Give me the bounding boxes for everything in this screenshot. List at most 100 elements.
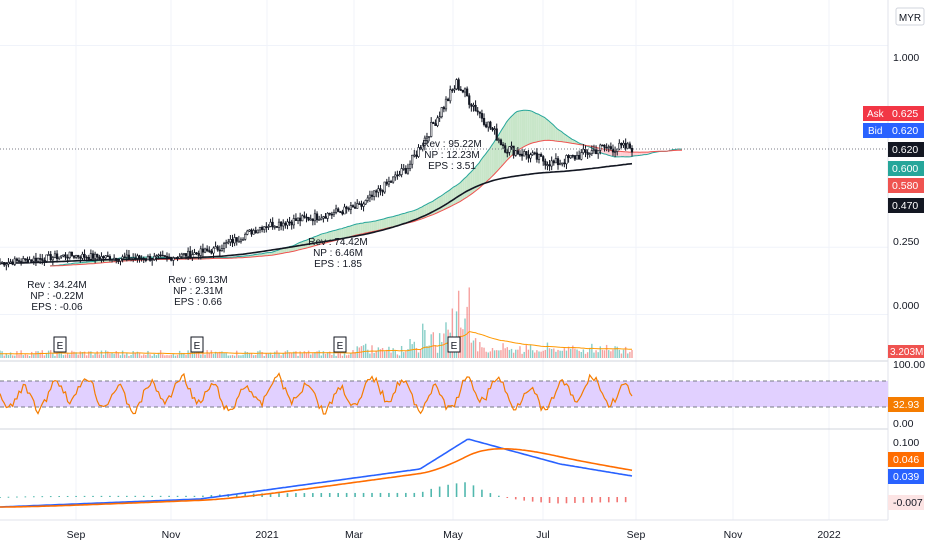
candle-body [122,257,124,259]
candle-body [530,155,532,158]
candle-body [128,255,130,259]
volume-bar [162,354,163,358]
candle-body [115,258,117,261]
volume-bar [238,355,239,358]
candle-body [249,230,251,231]
cloud-segment [354,224,356,236]
cloud-segment [519,111,521,150]
candle-body [545,161,547,165]
candle-body [151,260,153,261]
candle-body [616,149,618,151]
candle-body [452,90,454,91]
cloud-segment [625,152,627,157]
candle-body [14,259,16,264]
candle-body [154,256,156,259]
candle-body [361,204,363,207]
candle-body [498,140,500,141]
volume-bar [71,351,72,358]
candle-body [187,251,189,256]
candle-body [509,147,511,153]
cloud-segment [538,114,540,141]
volume-bar [530,345,531,358]
macd-hist-bar [143,496,145,497]
cloud-segment [492,142,494,176]
candle-body [177,257,179,258]
volume-bar [602,350,603,358]
candle-body [111,260,113,261]
macd-hist-bar [168,496,170,497]
price-axis[interactable]: MYR 1.000 0.250 0.000 Ask 0.625 Bid 0.62… [863,8,924,358]
candle-body [443,107,445,108]
volume-bar [483,348,484,358]
candle-body [244,234,246,239]
candle-body [147,256,149,259]
candle-body [18,261,20,262]
volume-bar [18,355,19,358]
candle-body [162,255,164,256]
cloud-segment [481,157,483,187]
candle-body [189,251,191,257]
candle-body [460,89,462,90]
candle-body [413,155,415,156]
candle-body [29,260,31,263]
candle-body [304,216,306,217]
volume-bar [111,353,112,358]
rsi-axis[interactable]: 100.00 0.00 32.93 [888,359,925,430]
volume-bar [498,350,499,358]
volume-bar [171,355,172,358]
cloud-segment [392,216,394,227]
macd-hist-bar [371,493,373,497]
volume-bar [597,352,598,358]
candle-body [551,161,553,166]
volume-bar [479,342,480,358]
macd-hist-bar [616,497,618,502]
candle-body [399,175,401,176]
cloud-segment [627,152,629,157]
candle-body [291,222,293,225]
cloud-segment [466,174,468,197]
candle-body [547,165,549,166]
cloud-segment [376,220,378,231]
volume-bar [473,340,474,358]
macd-hist-bar [151,496,153,497]
volume-bar [369,354,370,358]
candle-body [405,168,407,173]
candle-body [156,256,158,257]
volume-bar [543,351,544,358]
candle-body [20,261,22,262]
candle-body [204,249,206,252]
macd-hist-bar [202,496,204,497]
volume-bar [528,350,529,358]
volume-bar [401,346,402,358]
volume-bar [80,351,81,358]
volume-bar [600,346,601,358]
candle-body [331,214,333,215]
candle-body [496,129,498,141]
candle-body [342,212,344,214]
candle-body [192,255,194,258]
rsi-top-tick: 100.00 [893,359,925,371]
candle-body [1,262,3,263]
volume-bar [185,355,186,358]
volume-bar [553,348,554,358]
candle-body [559,163,561,164]
volume-bar [1,351,2,358]
earnings-flag-label: E [337,341,344,352]
volume-bar [604,350,605,358]
macd-axis[interactable]: 0.100 0.046 0.039 -0.007 [888,437,924,510]
volume-bar [149,354,150,358]
volume-bar [175,356,176,358]
volume-bar [376,351,377,358]
candle-body [63,255,65,256]
volume-bar [566,351,567,358]
cloud-segment [445,192,447,209]
volume-bar [187,350,188,358]
earnings-text: Rev : 74.42M [308,237,367,248]
candle-body [606,147,608,148]
volume-bar [555,352,556,358]
volume-bar [69,354,70,358]
macd-hist-bar [599,497,601,502]
